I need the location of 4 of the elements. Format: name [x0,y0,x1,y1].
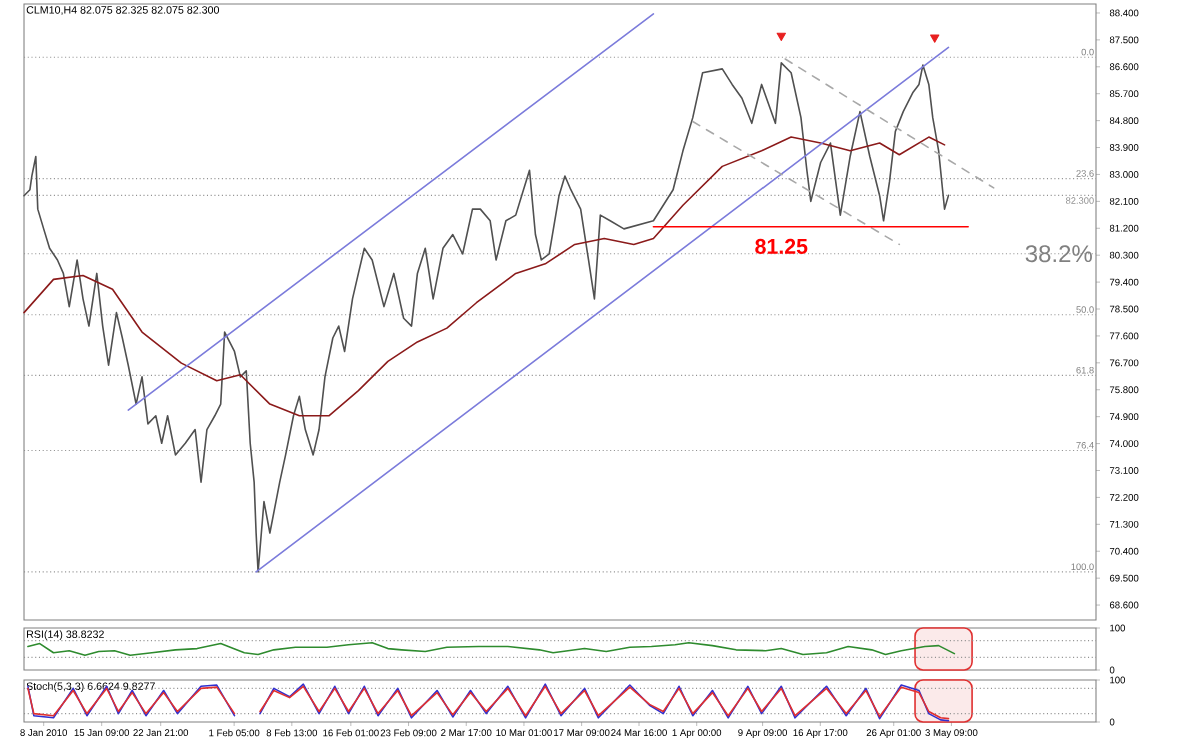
annotation: 38.2% [1025,245,1092,263]
annotation: 81.25 [755,238,808,254]
line-series [23,136,946,417]
line-series [23,62,950,573]
